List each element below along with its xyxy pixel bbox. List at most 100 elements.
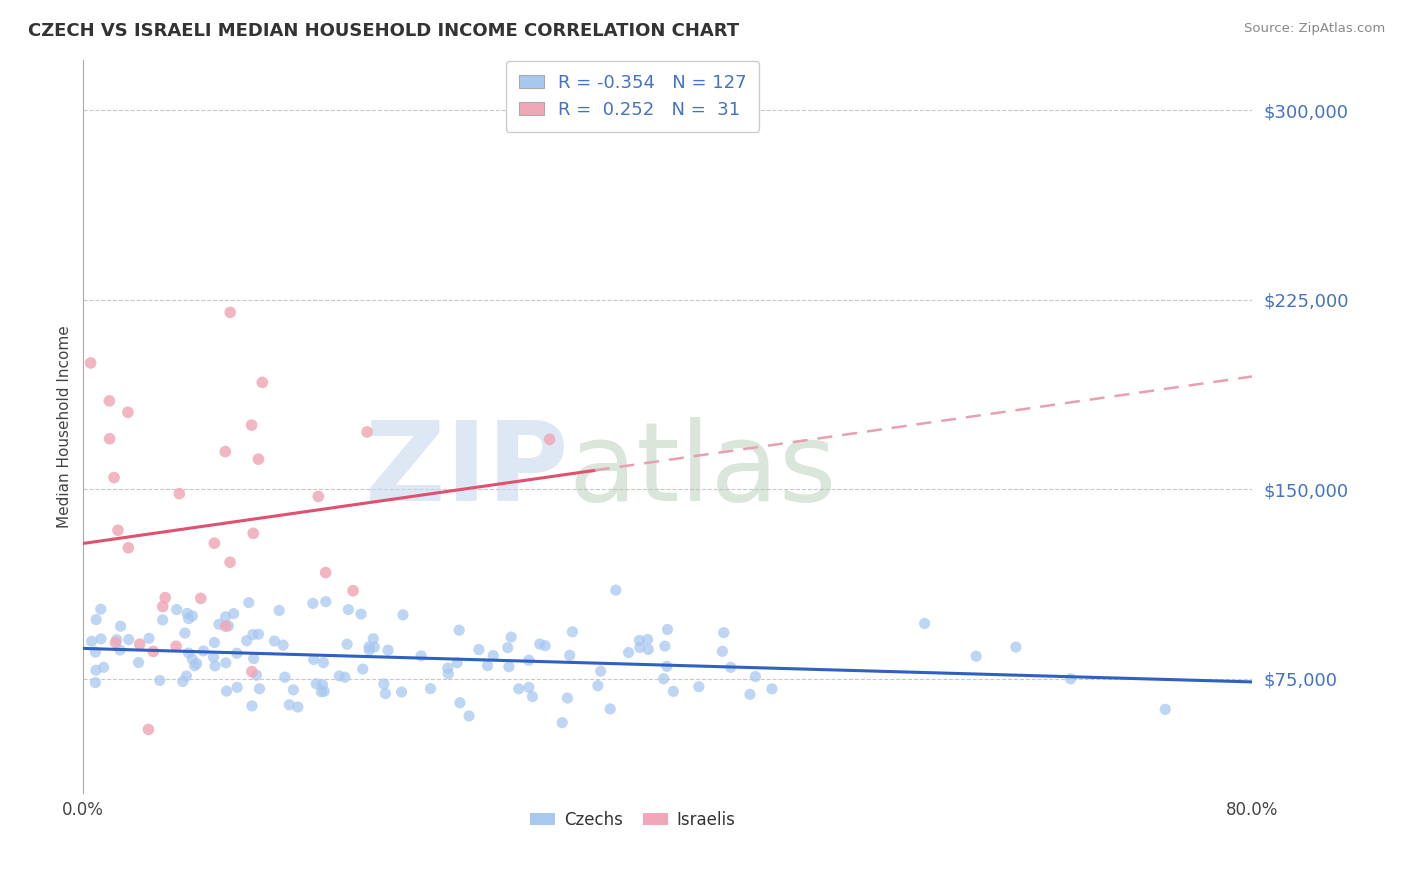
Point: [1059, 672, 1081, 686]
Point: [152, 613, 174, 627]
Point: [98, 393, 121, 408]
Point: [249, 681, 271, 696]
Point: [226, 681, 249, 695]
Point: [311, 678, 333, 692]
Point: [181, 652, 204, 666]
Point: [169, 486, 191, 500]
Point: [337, 602, 360, 616]
Point: [240, 418, 263, 433]
Point: [482, 648, 505, 663]
Point: [214, 619, 236, 633]
Point: [312, 656, 335, 670]
Point: [181, 609, 204, 624]
Point: [138, 723, 160, 737]
Point: [177, 611, 200, 625]
Point: [373, 677, 395, 691]
Point: [118, 632, 141, 647]
Point: [263, 634, 285, 648]
Point: [238, 596, 260, 610]
Point: [498, 659, 520, 673]
Point: [655, 659, 678, 673]
Point: [247, 452, 270, 467]
Point: [252, 376, 274, 390]
Point: [215, 684, 238, 698]
Point: [193, 644, 215, 658]
Point: [437, 666, 460, 681]
Point: [605, 583, 627, 598]
Point: [128, 637, 150, 651]
Point: [98, 432, 121, 446]
Point: [204, 635, 226, 649]
Point: [105, 632, 128, 647]
Point: [352, 662, 374, 676]
Point: [302, 652, 325, 666]
Point: [419, 681, 441, 696]
Point: [149, 673, 172, 688]
Point: [172, 674, 194, 689]
Point: [496, 640, 519, 655]
Point: [333, 670, 356, 684]
Point: [183, 658, 205, 673]
Point: [84, 613, 107, 627]
Point: [307, 490, 329, 504]
Point: [359, 643, 381, 657]
Text: atlas: atlas: [568, 417, 837, 524]
Point: [436, 661, 458, 675]
Point: [558, 648, 581, 663]
Point: [219, 305, 242, 319]
Point: [219, 555, 242, 569]
Point: [214, 444, 236, 458]
Point: [720, 660, 742, 674]
Point: [302, 596, 325, 610]
Point: [529, 637, 551, 651]
Point: [79, 356, 101, 370]
Point: [350, 607, 373, 621]
Point: [586, 679, 609, 693]
Legend: Czechs, Israelis: Czechs, Israelis: [524, 805, 741, 836]
Point: [214, 609, 236, 624]
Point: [328, 669, 350, 683]
Point: [361, 632, 384, 646]
Point: [914, 616, 936, 631]
Point: [107, 523, 129, 537]
Point: [176, 607, 198, 621]
Point: [468, 642, 491, 657]
Point: [202, 650, 225, 665]
Point: [336, 637, 359, 651]
Point: [311, 684, 333, 698]
Point: [449, 696, 471, 710]
Point: [84, 645, 107, 659]
Point: [103, 470, 125, 484]
Point: [80, 634, 103, 648]
Point: [215, 656, 238, 670]
Point: [110, 619, 132, 633]
Point: [247, 627, 270, 641]
Point: [93, 660, 115, 674]
Point: [662, 684, 685, 698]
Point: [217, 619, 239, 633]
Point: [965, 649, 987, 664]
Point: [152, 599, 174, 614]
Point: [104, 635, 127, 649]
Point: [128, 656, 150, 670]
Point: [315, 566, 337, 580]
Point: [446, 656, 468, 670]
Point: [538, 433, 561, 447]
Point: [551, 715, 574, 730]
Point: [744, 669, 766, 683]
Point: [240, 698, 263, 713]
Point: [190, 591, 212, 606]
Point: [153, 591, 176, 605]
Point: [356, 425, 378, 439]
Point: [176, 669, 198, 683]
Point: [269, 603, 291, 617]
Point: [761, 681, 783, 696]
Point: [477, 658, 499, 673]
Point: [314, 684, 336, 698]
Point: [411, 648, 433, 663]
Point: [449, 623, 471, 637]
Point: [173, 626, 195, 640]
Point: [1005, 640, 1028, 654]
Point: [363, 640, 385, 654]
Point: [108, 643, 131, 657]
